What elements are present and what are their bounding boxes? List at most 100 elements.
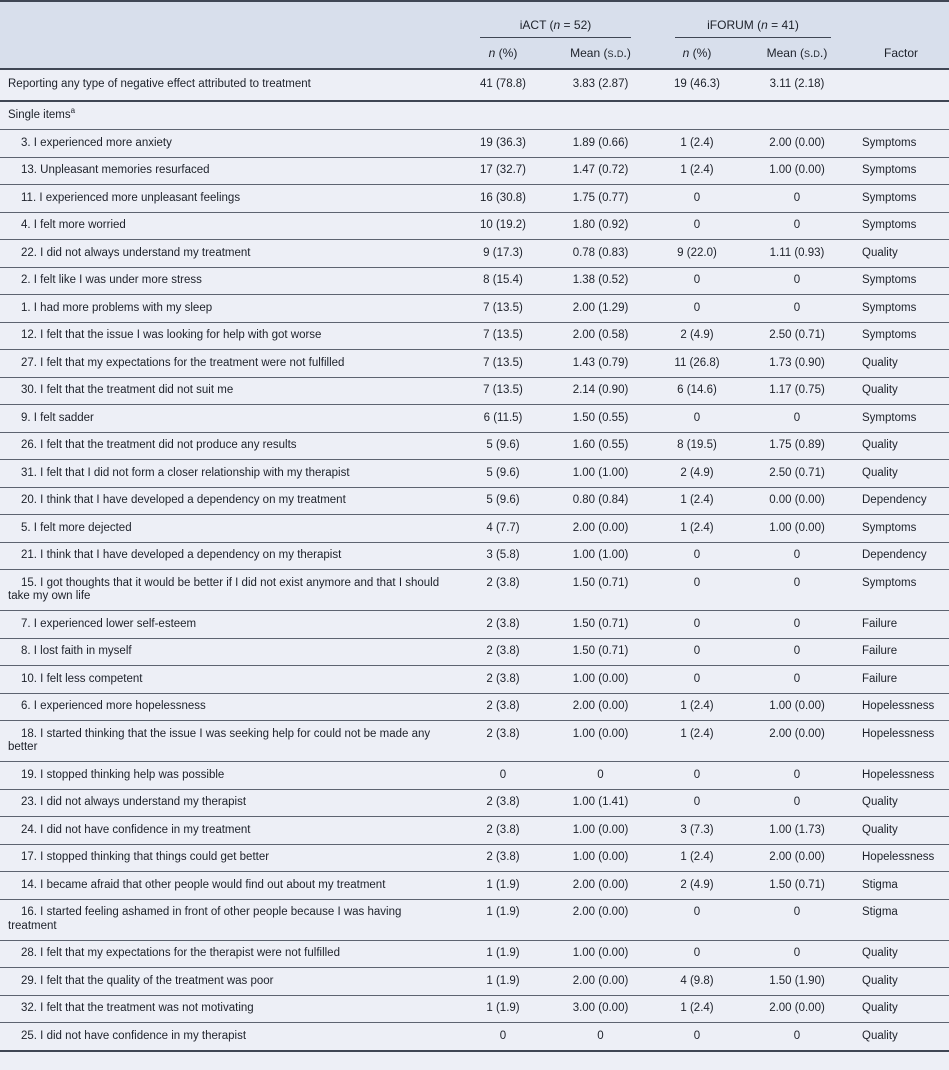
- group-header-iact: iACT (n = 52): [458, 2, 653, 38]
- factor-cell: Symptoms: [862, 329, 917, 341]
- table-row: 16. I started feeling ashamed in front o…: [0, 899, 949, 941]
- factor-cell: Quality: [862, 1002, 898, 1014]
- item-label: 25. I did not have confidence in my ther…: [21, 1029, 247, 1042]
- iact-mean-cell: 0.78 (0.83): [572, 246, 629, 259]
- iforum-mean-cell: 1.00 (0.00): [769, 521, 825, 534]
- iact-n-cell: 7 (13.5): [483, 329, 523, 341]
- iforum-mean-cell: 2.00 (0.00): [769, 1002, 825, 1014]
- summary-row-label: Reporting any type of negative effect at…: [8, 78, 311, 90]
- iforum-mean-cell: 1.50 (0.71): [769, 878, 825, 891]
- iact-n-cell: 0: [499, 768, 507, 781]
- iforum-n-cell: 6 (14.6): [677, 384, 717, 396]
- iforum-n-cell: 2 (4.9): [680, 878, 714, 891]
- summary-row: Reporting any type of negative effect at…: [0, 70, 949, 102]
- iforum-n-cell: 0: [693, 301, 701, 314]
- iforum-mean-cell: 1.73 (0.90): [769, 356, 825, 369]
- factor-cell: Symptoms: [862, 136, 917, 149]
- table-row: 12. I felt that the issue I was looking …: [0, 322, 949, 350]
- iforum-mean-cell: 1.75 (0.89): [769, 439, 825, 451]
- iact-n-cell: 2 (3.8): [486, 700, 520, 712]
- table-row: 24. I did not have confidence in my trea…: [0, 817, 949, 845]
- iforum-n-cell: 8 (19.5): [677, 439, 717, 451]
- item-label: 27. I felt that my expectations for the …: [21, 356, 345, 369]
- table-row: 9. I felt sadder 6 (11.5) 1.50 (0.55) 0 …: [0, 405, 949, 433]
- iact-n-cell: 2 (3.8): [486, 576, 520, 589]
- item-label: 6. I experienced more hopelessness: [21, 700, 206, 712]
- iact-n-cell: 7 (13.5): [483, 356, 523, 369]
- iact-mean-cell: 1.00 (0.00): [572, 727, 629, 740]
- iact-mean-cell: 0: [597, 768, 604, 781]
- table-row: 27. I felt that my expectations for the …: [0, 350, 949, 378]
- table-row: 17. I stopped thinking that things could…: [0, 844, 949, 872]
- item-label: 21. I think that I have developed a depe…: [21, 549, 342, 561]
- iforum-n-cell: 1 (2.4): [680, 1002, 714, 1014]
- iact-mean-cell: 1.80 (0.92): [572, 219, 629, 231]
- item-label: 2. I felt like I was under more stress: [21, 274, 202, 286]
- iact-mean-cell: 1.38 (0.52): [572, 274, 629, 286]
- factor-cell: Quality: [862, 439, 898, 451]
- factor-cell: Symptoms: [862, 191, 917, 204]
- factor-cell: Failure: [862, 672, 898, 685]
- summary-iact-n: 41 (78.8): [479, 78, 527, 90]
- iact-n-cell: 1 (1.9): [486, 878, 520, 891]
- iact-n-cell: 7 (13.5): [483, 384, 523, 396]
- table-row: 19. I stopped thinking help was possible…: [0, 762, 949, 790]
- iforum-mean-cell: 0: [793, 576, 801, 589]
- iforum-n-cell: 0: [693, 617, 701, 630]
- iact-mean-cell: 0.80 (0.84): [572, 494, 629, 506]
- iforum-mean-cell: 2.00 (0.00): [769, 136, 825, 149]
- item-label: 15. I got thoughts that it would be bett…: [8, 576, 440, 603]
- item-label: 20. I think that I have developed a depe…: [21, 494, 346, 506]
- summary-iforum-n: 19 (46.3): [673, 78, 721, 90]
- iforum-n-cell: 1 (2.4): [680, 136, 714, 149]
- iforum-n-cell: 0: [693, 191, 701, 204]
- iact-mean-cell: 1.60 (0.55): [572, 439, 629, 451]
- iforum-n-cell: 1 (2.4): [680, 494, 714, 506]
- table-row: 20. I think that I have developed a depe…: [0, 487, 949, 515]
- item-label: 10. I felt less competent: [21, 672, 143, 685]
- group-spanner-rule: [675, 37, 831, 38]
- footnote-marker: a: [70, 105, 76, 115]
- iact-mean-cell: 2.00 (0.00): [572, 878, 629, 891]
- section-row: Single itemsa: [0, 101, 949, 130]
- factor-cell: Stigma: [862, 906, 898, 918]
- factor-cell: Hopelessness: [862, 700, 935, 712]
- iforum-mean-cell: 0: [793, 274, 801, 286]
- iforum-mean-cell: 0: [793, 1029, 801, 1042]
- iforum-n-cell: 0: [693, 576, 701, 589]
- iforum-mean-cell: 1.11 (0.93): [769, 246, 825, 259]
- iact-mean-cell: 1.50 (0.71): [572, 576, 629, 589]
- factor-cell: Quality: [862, 1029, 898, 1042]
- summary-iforum-mean: 3.11 (2.18): [769, 78, 825, 90]
- item-label: 26. I felt that the treatment did not pr…: [21, 439, 297, 451]
- iact-mean-cell: 1.50 (0.55): [572, 411, 629, 424]
- iact-n-cell: 2 (3.8): [486, 823, 520, 836]
- factor-cell: Symptoms: [862, 301, 917, 314]
- iact-mean-cell: 1.00 (0.00): [572, 851, 629, 863]
- iforum-mean-cell: 1.00 (0.00): [769, 164, 825, 176]
- iact-mean-cell: 2.00 (0.00): [572, 974, 629, 987]
- col-header-iforum-mean: Mean (s.d.): [766, 45, 828, 60]
- factor-cell: Hopelessness: [862, 768, 935, 781]
- iact-mean-cell: 2.00 (0.58): [572, 329, 629, 341]
- iact-n-cell: 16 (30.8): [479, 191, 527, 204]
- item-label: 11. I experienced more unpleasant feelin…: [21, 191, 241, 204]
- col-header-factor: Factor: [883, 45, 918, 60]
- iact-n-cell: 2 (3.8): [486, 727, 520, 740]
- iact-n-cell: 9 (17.3): [483, 246, 523, 259]
- item-label: 23. I did not always understand my thera…: [21, 796, 247, 808]
- table-row: 10. I felt less competent 2 (3.8) 1.00 (…: [0, 666, 949, 694]
- iforum-mean-cell: 2.50 (0.71): [769, 466, 825, 479]
- table-row: 1. I had more problems with my sleep 7 (…: [0, 295, 949, 323]
- table-body: Reporting any type of negative effect at…: [0, 70, 949, 1052]
- item-label: 29. I felt that the quality of the treat…: [21, 974, 274, 987]
- iforum-mean-cell: 0: [793, 645, 801, 657]
- iact-mean-cell: 1.00 (1.00): [572, 549, 629, 561]
- factor-cell: Symptoms: [862, 164, 917, 176]
- item-label: 17. I stopped thinking that things could…: [21, 851, 270, 863]
- iact-n-cell: 5 (9.6): [486, 439, 520, 451]
- iact-mean-cell: 1.00 (0.00): [572, 947, 629, 959]
- iforum-mean-cell: 0: [793, 549, 801, 561]
- iforum-mean-cell: 0: [793, 796, 801, 808]
- item-label: 32. I felt that the treatment was not mo…: [21, 1002, 254, 1014]
